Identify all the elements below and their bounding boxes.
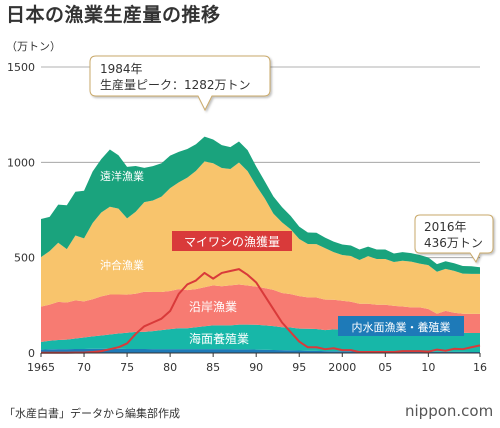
label-marine-aquaculture: 海面養殖業 — [189, 331, 249, 346]
label-coastal: 沿岸漁業 — [189, 300, 237, 314]
inland-label-box — [338, 316, 464, 336]
x-tick-label: 80 — [163, 361, 177, 374]
y-tick-label: 0 — [28, 347, 35, 360]
x-tick-label: 2000 — [328, 361, 356, 374]
y-axis-unit: （万トン） — [6, 40, 61, 53]
sardine-line — [41, 268, 481, 354]
peak-callout-value: 生産量ピーク：1282万トン — [100, 77, 251, 92]
last-callout-year: 2016年 — [424, 220, 467, 234]
y-tick-label: 1000 — [7, 156, 35, 169]
peak-callout-year: 1984年 — [100, 62, 143, 76]
axes: 0 500 1000 1500 1965 70 75 80 85 90 95 2000 05 10 16 — [7, 61, 487, 374]
x-tick-label: 75 — [120, 361, 134, 374]
x-tick-label: 1965 — [27, 361, 55, 374]
y-tick-label: 500 — [14, 252, 35, 265]
label-inland: 内水面漁業・養殖業 — [352, 320, 451, 334]
label-sardine: マイワシの漁獲量 — [184, 235, 280, 249]
y-tick-label: 1500 — [7, 61, 35, 74]
x-tick-label: 70 — [77, 361, 91, 374]
chart-title: 日本の漁業生産量の推移 — [6, 4, 221, 26]
nippon-logo: nippon.com — [405, 402, 493, 420]
source-note: 「水産白書」データから編集部作成 — [4, 407, 180, 420]
x-tick-label: 95 — [292, 361, 306, 374]
sardine-label-box — [172, 231, 292, 251]
logo-text: nippon.com — [405, 402, 494, 420]
label-offshore: 沖合漁業 — [100, 258, 144, 272]
area-4 — [41, 136, 480, 274]
last-callout-box — [414, 214, 494, 264]
x-tick-label: 90 — [249, 361, 263, 374]
peak-callout-box — [89, 55, 271, 112]
sardine-line-path — [41, 268, 481, 354]
x-tick-label: 16 — [473, 361, 487, 374]
x-tick-label: 05 — [378, 361, 392, 374]
label-distant-water: 遠洋漁業 — [100, 169, 144, 183]
x-tick-label: 10 — [421, 361, 435, 374]
x-tick-label: 85 — [206, 361, 220, 374]
last-callout-value: 436万トン — [424, 236, 483, 250]
